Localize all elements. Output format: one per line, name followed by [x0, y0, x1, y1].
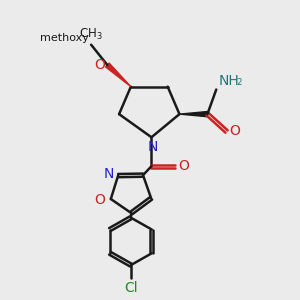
- Text: N: N: [148, 140, 158, 154]
- Text: $_2$: $_2$: [236, 75, 242, 88]
- Text: CH$_3$: CH$_3$: [79, 27, 103, 42]
- Polygon shape: [106, 63, 131, 87]
- Text: O: O: [229, 124, 240, 139]
- Text: O: O: [178, 159, 189, 173]
- Polygon shape: [179, 112, 207, 117]
- Text: O: O: [94, 194, 106, 207]
- Text: methoxy: methoxy: [40, 33, 89, 43]
- Text: Cl: Cl: [124, 281, 138, 295]
- Text: NH: NH: [219, 74, 239, 88]
- Text: N: N: [103, 167, 114, 181]
- Text: O: O: [94, 58, 105, 72]
